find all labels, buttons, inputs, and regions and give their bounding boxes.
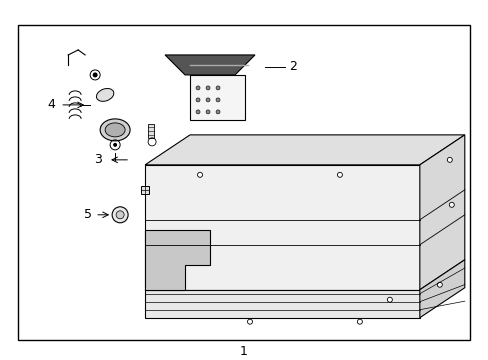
Polygon shape [165, 55, 254, 75]
Circle shape [196, 86, 200, 90]
Circle shape [92, 72, 98, 77]
Circle shape [447, 157, 451, 162]
Circle shape [337, 172, 342, 177]
Circle shape [196, 110, 200, 114]
Circle shape [216, 98, 220, 102]
Circle shape [357, 319, 362, 324]
Polygon shape [145, 230, 210, 290]
FancyBboxPatch shape [141, 186, 149, 194]
Circle shape [386, 297, 391, 302]
Circle shape [113, 143, 117, 147]
Text: 5: 5 [84, 208, 92, 221]
FancyBboxPatch shape [190, 75, 244, 120]
Circle shape [112, 207, 128, 223]
Circle shape [205, 110, 210, 114]
Circle shape [448, 202, 453, 207]
Text: 1: 1 [240, 345, 247, 358]
Circle shape [116, 211, 124, 219]
Ellipse shape [96, 89, 114, 101]
Circle shape [216, 86, 220, 90]
Circle shape [205, 86, 210, 90]
Circle shape [216, 110, 220, 114]
Bar [18, 25, 469, 340]
Ellipse shape [100, 119, 130, 141]
Polygon shape [145, 290, 419, 318]
Circle shape [196, 98, 200, 102]
Text: 4: 4 [47, 98, 55, 111]
Text: 3: 3 [94, 153, 102, 166]
Circle shape [205, 98, 210, 102]
Circle shape [247, 319, 252, 324]
FancyBboxPatch shape [148, 124, 154, 138]
Ellipse shape [105, 123, 125, 137]
Circle shape [197, 172, 202, 177]
Polygon shape [145, 165, 419, 290]
Polygon shape [419, 135, 464, 290]
Text: 2: 2 [288, 60, 296, 73]
Polygon shape [145, 135, 464, 165]
Circle shape [436, 282, 442, 287]
Polygon shape [419, 260, 464, 318]
